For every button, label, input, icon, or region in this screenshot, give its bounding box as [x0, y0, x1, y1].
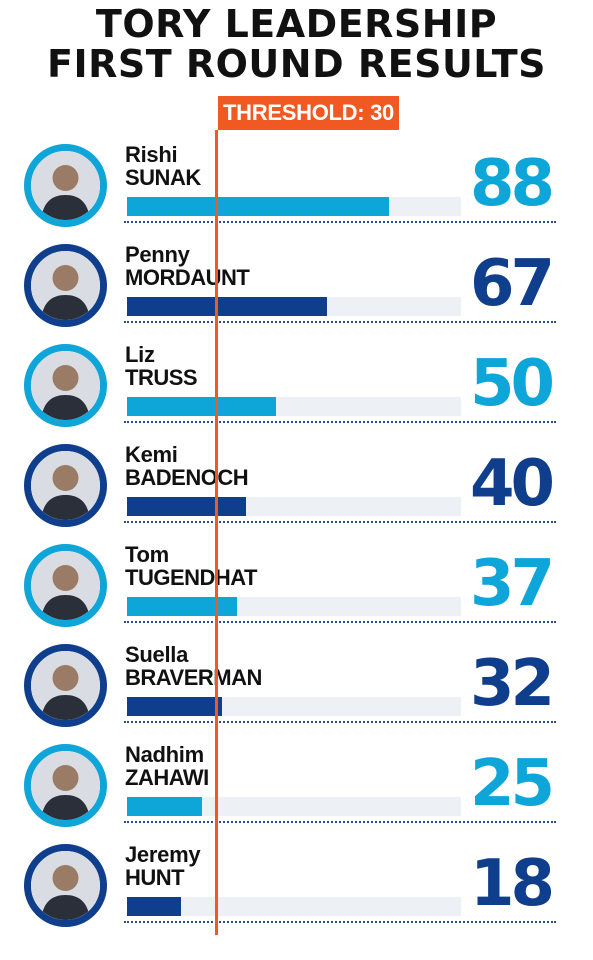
candidate-row: Kemi BADENOCH 40 [0, 443, 593, 543]
candidate-last-name: BADENOCH [125, 465, 249, 490]
candidate-first-name: Tom [125, 542, 169, 567]
candidate-avatar [24, 844, 107, 927]
candidate-avatar [24, 644, 107, 727]
candidate-avatar [24, 144, 107, 227]
chart-title-line-1: TORY LEADERSHIP [95, 2, 498, 46]
candidate-first-name: Rishi [125, 142, 178, 167]
candidate-first-name: Penny [125, 242, 190, 267]
bar-track [127, 697, 461, 716]
bar [127, 497, 246, 516]
vote-count-label: 32 [469, 647, 555, 721]
candidate-avatar [24, 444, 107, 527]
vote-count-label: 25 [469, 747, 555, 821]
candidate-row: Nadhim ZAHAWI 25 [0, 743, 593, 843]
row-divider [124, 721, 556, 723]
candidate-row: Tom TUGENDHAT 37 [0, 543, 593, 643]
bar [127, 597, 237, 616]
candidate-first-name: Nadhim [125, 742, 204, 767]
bar-track [127, 497, 461, 516]
bar [127, 897, 181, 916]
bar [127, 397, 276, 416]
bar-track [127, 897, 461, 916]
candidate-row: Jeremy HUNT 18 [0, 843, 593, 943]
candidate-avatar [24, 344, 107, 427]
chart-title-line-2: FIRST ROUND RESULTS [46, 42, 547, 86]
threshold-line [215, 130, 218, 935]
candidate-row: Rishi SUNAK 88 [0, 143, 593, 243]
candidate-avatar [24, 244, 107, 327]
bar-track [127, 197, 461, 216]
candidate-last-name: ZAHAWI [125, 765, 209, 790]
threshold-label: THRESHOLD: 30 [218, 96, 399, 130]
bar-track [127, 597, 461, 616]
candidate-first-name: Jeremy [125, 842, 201, 867]
vote-count-label: 88 [469, 147, 555, 221]
candidate-row: Liz TRUSS 50 [0, 343, 593, 443]
bar-track [127, 397, 461, 416]
row-divider [124, 321, 556, 323]
bar [127, 797, 202, 816]
candidate-last-name: TRUSS [125, 365, 198, 390]
candidate-avatar [24, 744, 107, 827]
row-divider [124, 521, 556, 523]
candidate-first-name: Suella [125, 642, 189, 667]
vote-count-label: 18 [469, 847, 555, 921]
candidate-avatar [24, 544, 107, 627]
bar [127, 297, 327, 316]
candidate-last-name: HUNT [125, 865, 185, 890]
vote-count-label: 37 [469, 547, 555, 621]
row-divider [124, 421, 556, 423]
candidate-last-name: TUGENDHAT [125, 565, 257, 590]
candidate-last-name: MORDAUNT [125, 265, 250, 290]
vote-count-label: 40 [469, 447, 555, 521]
bar [127, 697, 222, 716]
candidate-row: Penny MORDAUNT 67 [0, 243, 593, 343]
vote-count-label: 50 [469, 347, 555, 421]
bar-track [127, 797, 461, 816]
bar-track [127, 297, 461, 316]
candidate-last-name: SUNAK [125, 165, 201, 190]
row-divider [124, 821, 556, 823]
vote-count-label: 67 [469, 247, 555, 321]
row-divider [124, 921, 556, 923]
candidate-first-name: Kemi [125, 442, 178, 467]
candidate-last-name: BRAVERMAN [125, 665, 262, 690]
candidate-row: Suella BRAVERMAN 32 [0, 643, 593, 743]
row-divider [124, 221, 556, 223]
candidate-first-name: Liz [125, 342, 155, 367]
row-divider [124, 621, 556, 623]
bar [127, 197, 389, 216]
